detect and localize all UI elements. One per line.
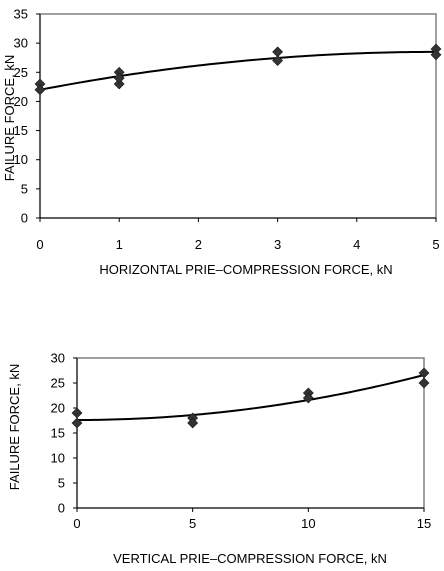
y-tick-label: 0 bbox=[21, 211, 28, 226]
data-point-diamond bbox=[302, 392, 314, 404]
y-tick-label: 5 bbox=[21, 181, 28, 196]
y-tick-label: 5 bbox=[58, 476, 65, 491]
y-tick-label: 30 bbox=[51, 351, 65, 366]
x-tick-label: 10 bbox=[301, 516, 315, 531]
trendline bbox=[76, 374, 425, 421]
x-axis-title: VERTICAL PRIE–COMPRESSION FORCE, kN bbox=[113, 551, 387, 566]
plot-area-frame bbox=[76, 357, 425, 509]
y-axis-title: FAILURE FORCE, kN bbox=[2, 55, 17, 181]
y-tick-label: 10 bbox=[51, 451, 65, 466]
plot-area-frame bbox=[39, 13, 437, 219]
x-tick-label: 1 bbox=[116, 237, 123, 252]
y-tick-label: 15 bbox=[51, 426, 65, 441]
chart-horizontal-prie-compression: 0 5 10 15 20 25 30 35 0 1 2 3 4 5 HORIZONTAL PRIE–COMP… bbox=[2, 7, 442, 277]
x-tick-label: 3 bbox=[274, 237, 281, 252]
x-tick-label: 0 bbox=[73, 516, 80, 531]
trendline bbox=[39, 50, 436, 91]
data-point-diamond bbox=[418, 377, 430, 389]
x-tick-label: 15 bbox=[417, 516, 431, 531]
y-tick-label: 20 bbox=[51, 401, 65, 416]
data-point-diamond bbox=[187, 417, 199, 429]
x-tick-label: 0 bbox=[36, 237, 43, 252]
x-tick-label: 4 bbox=[353, 237, 360, 252]
data-point-diamond bbox=[34, 84, 46, 96]
y-tick-label: 20 bbox=[14, 94, 28, 109]
y-tick-label: 15 bbox=[14, 123, 28, 138]
data-point-diamond bbox=[272, 55, 284, 67]
data-point-diamond bbox=[71, 417, 83, 429]
y-tick-label: 25 bbox=[14, 65, 28, 80]
x-tick-label: 2 bbox=[195, 237, 202, 252]
x-tick-label: 5 bbox=[189, 516, 196, 531]
x-tick-label: 5 bbox=[432, 237, 439, 252]
data-point-diamond bbox=[71, 407, 83, 419]
y-tick-label: 10 bbox=[14, 152, 28, 167]
y-tick-label: 25 bbox=[51, 376, 65, 391]
data-point-diamond bbox=[113, 72, 125, 84]
data-point-diamond bbox=[113, 78, 125, 90]
y-axis-title: FAILURE FORCE, kN bbox=[7, 364, 22, 490]
y-tick-label: 0 bbox=[58, 501, 65, 516]
y-tick-label: 35 bbox=[14, 7, 28, 22]
data-point-diamond bbox=[430, 49, 442, 61]
x-axis-title: HORIZONTAL PRIE–COMPRESSION FORCE, kN bbox=[99, 262, 392, 277]
chart-vertical-prie-compression: 0 5 10 15 20 25 30 0 5 10 15 VERTICAL PRIE–COMPRESS… bbox=[7, 351, 431, 567]
y-tick-label: 30 bbox=[14, 36, 28, 51]
